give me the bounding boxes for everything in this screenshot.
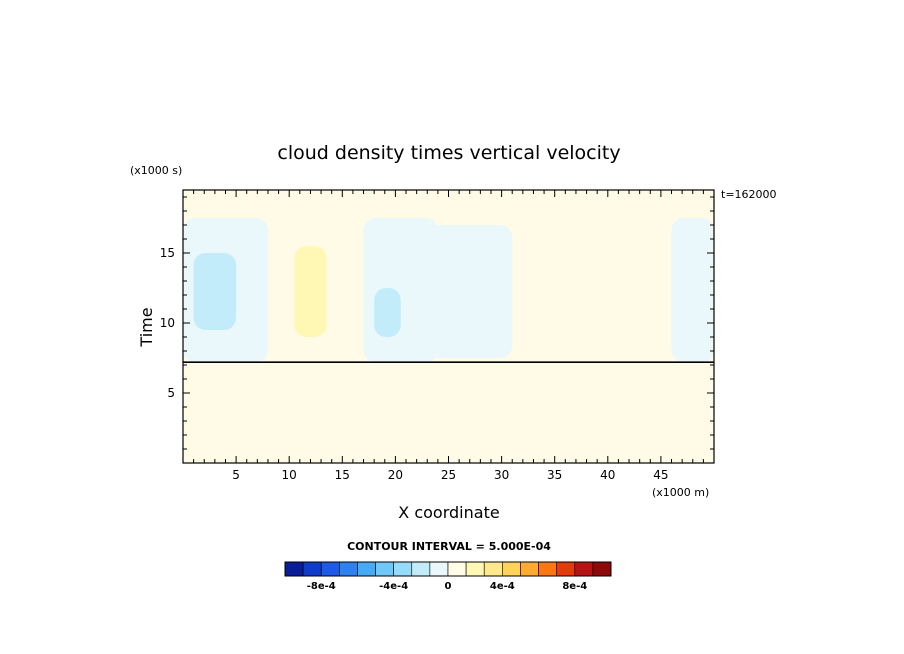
x-axis: 5 10 15 20 25 30 35 40 45	[193, 190, 704, 482]
y-tick-label: 10	[160, 316, 175, 330]
field-cell	[575, 239, 608, 351]
y-unit-label: (x1000 s)	[130, 164, 182, 177]
colorbar-swatch	[302, 561, 322, 577]
x-tick-label: 45	[653, 468, 668, 482]
colorbar-swatch	[320, 561, 340, 577]
field-cell	[671, 218, 714, 363]
time-stamp: t=162000	[721, 188, 777, 201]
colorbar-frame	[284, 561, 612, 577]
field-cell	[374, 288, 401, 337]
field-cells	[183, 218, 714, 363]
x-tick-label: 25	[441, 468, 456, 482]
x-tick-label: 15	[335, 468, 350, 482]
colorbar-swatch	[502, 561, 521, 577]
x-tick-label: 5	[232, 468, 240, 482]
colorbar-swatch	[357, 561, 376, 577]
colorbar-label: 8e-4	[562, 581, 587, 592]
colorbar-swatch	[429, 561, 449, 577]
x-tick-label: 35	[547, 468, 562, 482]
colorbar-label: 4e-4	[490, 581, 515, 592]
colorbar-swatch	[375, 561, 394, 577]
colorbar-swatch	[574, 561, 594, 577]
colorbar-swatch	[393, 561, 413, 577]
colorbar: -8e-4 -4e-4 0 4e-4 8e-4	[284, 561, 612, 592]
x-axis-label: X coordinate	[398, 503, 499, 522]
contour-interval-label: CONTOUR INTERVAL = 5.000E-04	[347, 540, 551, 553]
field-cell	[416, 225, 513, 358]
y-axis: 5 10 15	[160, 196, 714, 450]
x-tick-label: 30	[494, 468, 509, 482]
x-tick-label: 10	[282, 468, 297, 482]
field-cell	[193, 253, 237, 330]
x-unit-label: (x1000 m)	[652, 486, 709, 499]
colorbar-swatch	[556, 561, 576, 577]
field-cell	[294, 246, 327, 337]
colorbar-swatch	[592, 561, 612, 577]
x-tick-label: 40	[600, 468, 615, 482]
chart-title: cloud density times vertical velocity	[277, 142, 620, 164]
colorbar-swatch	[483, 561, 503, 577]
y-axis-label: Time	[137, 307, 156, 347]
field-cell	[618, 239, 672, 351]
colorbar-label: 0	[445, 581, 452, 592]
colorbar-swatch	[447, 561, 467, 577]
plot-area	[182, 189, 715, 464]
y-tick-label: 15	[160, 246, 175, 260]
colorbar-label: -4e-4	[379, 581, 408, 592]
colorbar-swatch	[465, 561, 485, 577]
colorbar-swatch	[339, 561, 358, 577]
x-tick-label: 20	[388, 468, 403, 482]
colorbar-swatch	[520, 561, 539, 577]
y-tick-label: 5	[167, 386, 175, 400]
colorbar-swatch	[284, 561, 304, 577]
colorbar-label: -8e-4	[307, 581, 336, 592]
colorbar-swatch	[538, 561, 557, 577]
colorbar-swatch	[411, 561, 431, 577]
